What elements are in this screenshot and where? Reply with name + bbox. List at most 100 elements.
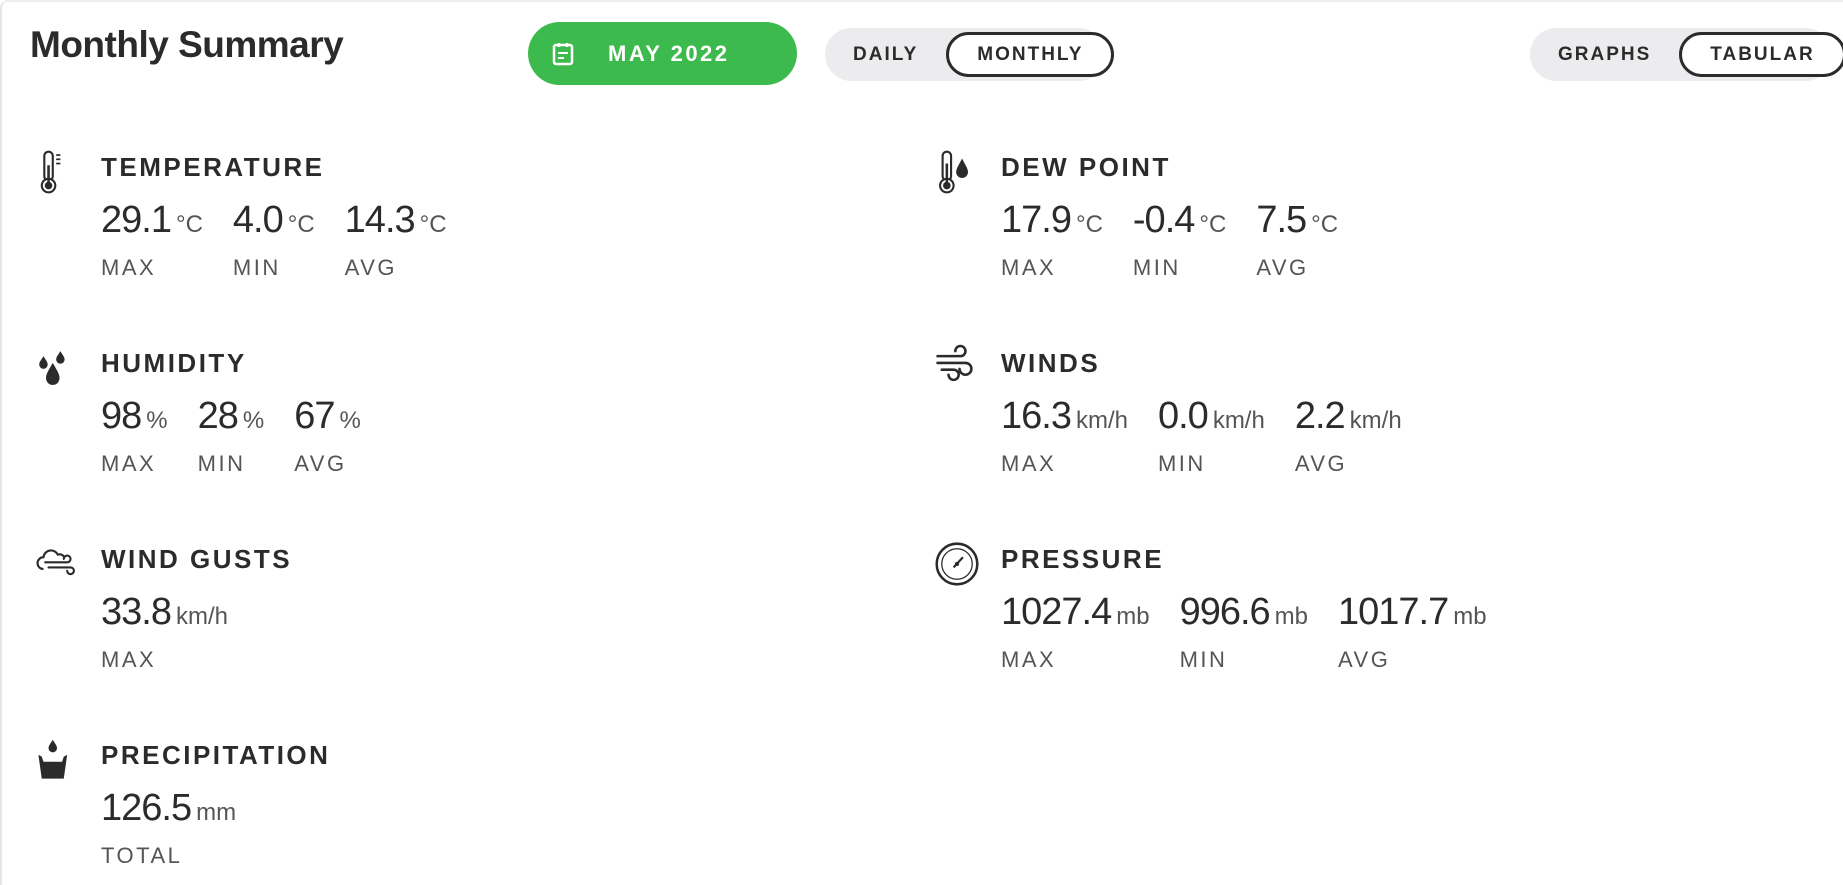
wind-gust-cloud-icon xyxy=(36,549,75,576)
pressure-gauge-icon xyxy=(935,542,979,586)
thermometer-icon xyxy=(40,150,61,194)
stat-avg: 14.3 °C AVG xyxy=(345,198,447,281)
stat-unit: °C xyxy=(419,211,447,238)
stat-value: 14.3 xyxy=(344,199,416,241)
metric-values: 33.8 km/h MAX xyxy=(101,590,292,673)
metric-heading: PRESSURE xyxy=(1001,544,1165,574)
tab-daily[interactable]: DAILY xyxy=(853,43,919,65)
stat-max: 1027.4 mb MAX xyxy=(1001,590,1150,673)
tab-tabular[interactable]: TABULAR xyxy=(1679,32,1843,77)
stat-label: AVG xyxy=(294,451,347,476)
stat-label: MIN xyxy=(232,255,281,280)
stat-value: 16.3 xyxy=(1001,395,1072,437)
period-toggle: DAILY MONTHLY xyxy=(825,28,1115,81)
calendar-icon xyxy=(552,42,574,65)
stat-unit: km/h xyxy=(1349,407,1402,434)
view-toggle: GRAPHS TABULAR xyxy=(1530,28,1843,81)
stat-label: MAX xyxy=(101,255,157,280)
metric-pressure: PRESSURE 1027.4 mb MAX 996.6 mb MIN 1017.7 mb AVG xyxy=(935,542,1517,673)
wind-icon xyxy=(936,344,973,382)
stat-max: 33.8 km/h MAX xyxy=(101,590,228,673)
metric-values: 1027.4 mb MAX 996.6 mb MIN 1017.7 mb AVG xyxy=(1001,590,1517,673)
stat-value: 996.6 xyxy=(1179,591,1271,633)
stat-label: MAX xyxy=(101,647,157,672)
stat-value: 7.5 xyxy=(1256,199,1307,241)
stat-avg: 7.5 °C AVG xyxy=(1256,198,1338,281)
stat-min: 0.0 km/h MIN xyxy=(1158,394,1265,477)
stat-value: 33.8 xyxy=(101,591,172,633)
stat-total: 126.5 mm TOTAL xyxy=(101,786,236,869)
metric-values: 29.1 °C MAX 4.0 °C MIN 14.3 °C AVG xyxy=(101,198,477,281)
stat-unit: % xyxy=(146,407,168,434)
stat-unit: mb xyxy=(1274,603,1309,630)
metric-wind-gusts: WIND GUSTS 33.8 km/h MAX xyxy=(36,544,293,673)
stat-label: AVG xyxy=(1294,451,1348,476)
stat-min: 996.6 mb MIN xyxy=(1180,590,1308,673)
metric-heading: WINDS xyxy=(1001,348,1101,378)
stat-value: 17.9 xyxy=(1001,199,1072,241)
stat-value: 98 xyxy=(101,395,142,437)
stat-avg: 67% AVG xyxy=(294,394,361,477)
stat-unit: °C xyxy=(1075,211,1103,238)
metric-heading: WIND GUSTS xyxy=(101,544,293,574)
month-picker-button[interactable]: MAY 2022 xyxy=(528,22,797,85)
stat-unit: % xyxy=(242,407,265,434)
stat-value: 67 xyxy=(294,395,335,437)
stat-label: AVG xyxy=(1256,255,1309,280)
stat-unit: °C xyxy=(1311,211,1339,238)
stat-label: AVG xyxy=(1338,647,1391,672)
stat-value: 1017.7 xyxy=(1338,591,1449,633)
stat-avg: 1017.7 mb AVG xyxy=(1338,590,1487,673)
stat-value: 4.0 xyxy=(232,199,284,241)
stat-min: -0.4 °C MIN xyxy=(1133,198,1226,281)
metric-humidity: HUMIDITY 98% MAX 28% MIN 67% AVG xyxy=(39,348,391,477)
stat-value: 2.2 xyxy=(1294,395,1346,437)
stat-max: 29.1 °C MAX xyxy=(101,198,203,281)
stat-label: TOTAL xyxy=(101,843,183,868)
stat-unit: km/h xyxy=(1075,407,1128,434)
metric-values: 98% MAX 28% MIN 67% AVG xyxy=(101,394,391,477)
stat-max: 98% MAX xyxy=(101,394,168,477)
stat-label: AVG xyxy=(344,255,397,280)
metric-values: 126.5 mm TOTAL xyxy=(101,786,330,869)
stat-value: 29.1 xyxy=(101,199,172,241)
metric-heading: PRECIPITATION xyxy=(101,740,331,770)
stat-label: MAX xyxy=(1001,255,1057,280)
stat-value: 1027.4 xyxy=(1001,591,1112,633)
metric-values: 17.9 °C MAX -0.4 °C MIN 7.5 °C AVG xyxy=(1001,198,1368,281)
stat-unit: °C xyxy=(1199,211,1227,238)
dew-point-icon xyxy=(939,150,968,194)
metric-heading: TEMPERATURE xyxy=(101,152,325,182)
stat-label: MIN xyxy=(197,451,246,476)
tab-graphs[interactable]: GRAPHS xyxy=(1558,43,1652,65)
stat-value: 126.5 xyxy=(101,787,192,829)
metric-heading: DEW POINT xyxy=(1001,152,1171,182)
metric-heading: HUMIDITY xyxy=(101,348,247,378)
stat-avg: 2.2 km/h AVG xyxy=(1295,394,1402,477)
page-title: Monthly Summary xyxy=(30,24,344,65)
stat-max: 16.3 km/h MAX xyxy=(1001,394,1128,477)
stat-unit: km/h xyxy=(175,603,228,630)
stat-label: MIN xyxy=(1132,255,1181,280)
stat-unit: mb xyxy=(1116,603,1150,630)
stat-label: MAX xyxy=(1001,647,1057,672)
stat-value: -0.4 xyxy=(1132,199,1195,241)
humidity-drops-icon xyxy=(39,351,65,385)
stat-unit: °C xyxy=(287,211,315,238)
stat-min: 28% MIN xyxy=(198,394,265,477)
metric-dew-point: DEW POINT 17.9 °C MAX -0.4 °C MIN 7.5 °C AVG xyxy=(939,150,1368,281)
stat-max: 17.9 °C MAX xyxy=(1001,198,1103,281)
metric-values: 16.3 km/h MAX 0.0 km/h MIN 2.2 km/h AVG xyxy=(1001,394,1432,477)
stat-unit: mm xyxy=(196,799,237,826)
tab-monthly[interactable]: MONTHLY xyxy=(946,32,1115,77)
stat-value: 28 xyxy=(197,395,239,437)
metric-precipitation: PRECIPITATION 126.5 mm TOTAL xyxy=(38,739,331,869)
stat-label: MIN xyxy=(1179,647,1228,672)
metric-winds: WINDS 16.3 km/h MAX 0.0 km/h MIN 2.2 km/h AVG xyxy=(936,344,1432,477)
stat-unit: % xyxy=(339,407,361,434)
stat-label: MAX xyxy=(1001,451,1057,476)
rain-bucket-icon xyxy=(38,739,68,779)
stat-label: MAX xyxy=(101,451,157,476)
stat-unit: km/h xyxy=(1212,407,1265,434)
